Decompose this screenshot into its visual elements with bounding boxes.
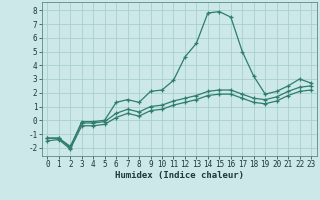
X-axis label: Humidex (Indice chaleur): Humidex (Indice chaleur) — [115, 171, 244, 180]
